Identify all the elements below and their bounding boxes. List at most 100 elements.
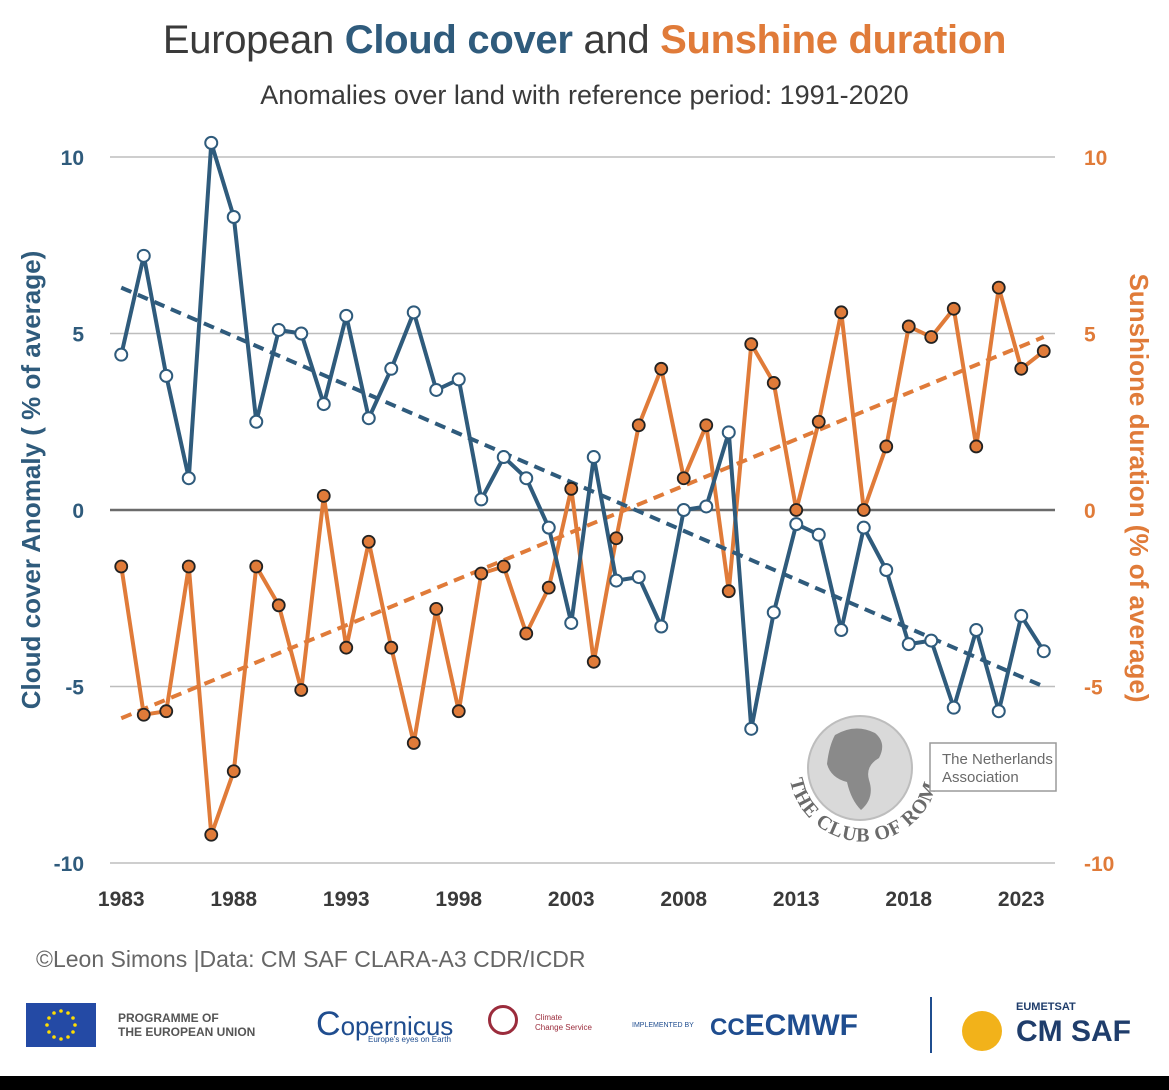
cloud-cover-point	[429, 382, 444, 397]
sunshine-duration-point	[811, 414, 826, 429]
eu-programme-text: PROGRAMME OF THE EUROPEAN UNION	[118, 1011, 256, 1039]
cmsaf-sun-icon	[962, 1011, 1002, 1051]
cloud-cover-trend-line	[120, 285, 1045, 689]
sunshine-duration-point	[924, 330, 939, 344]
bottom-bar	[0, 1076, 1169, 1090]
sunshine-duration-point	[226, 764, 241, 779]
x-tick-label: 2008	[660, 888, 707, 911]
y-tick-label: -10	[54, 853, 84, 876]
sunshine-duration-point	[834, 305, 849, 320]
cloud-cover-point	[856, 520, 871, 535]
sunshine-duration-point	[654, 361, 669, 376]
sunshine-duration-point	[249, 559, 264, 574]
y-tick-label: -5	[65, 677, 84, 700]
sunshine-duration-point	[496, 559, 511, 574]
cloud-cover-point	[316, 397, 331, 412]
y2-tick-label: -10	[1084, 853, 1114, 876]
y-tick-label: 0	[72, 500, 84, 523]
sunshine-duration-point	[699, 418, 714, 433]
x-tick-label: 1988	[210, 888, 257, 911]
x-tick-label: 1983	[98, 888, 145, 911]
sunshine-duration-point	[429, 601, 444, 616]
y2-tick-label: 5	[1084, 324, 1096, 347]
sunshine-duration-point	[271, 598, 286, 613]
sunshine-duration-point	[451, 704, 466, 719]
y2-tick-label: -5	[1084, 677, 1103, 700]
y2-axis-label: Sunshione duration (% of average)	[1124, 273, 1154, 702]
sunshine-duration-point	[474, 566, 489, 581]
sunshine-duration-point	[586, 654, 601, 669]
sunshine-duration-point	[991, 280, 1006, 295]
title-sunshine-duration: Sunshine duration	[660, 18, 1007, 62]
cloud-cover-point	[159, 368, 174, 383]
cloud-cover-point	[901, 637, 916, 652]
cloud-cover-point	[204, 135, 219, 150]
y-axis-label: Cloud cover Anomaly ( % of average)	[16, 251, 46, 709]
cloud-cover-point	[1014, 608, 1029, 623]
series-layer	[114, 135, 1051, 842]
cmsaf-logo: CM SAF	[1016, 1015, 1131, 1048]
title-prefix: European	[162, 18, 345, 62]
cloud-cover-point	[721, 425, 736, 440]
sunshine-duration-point	[181, 559, 196, 574]
sunshine-duration-point	[1014, 361, 1029, 376]
sunshine-duration-point	[339, 640, 354, 655]
sunshine-duration-point	[631, 418, 646, 433]
sunshine-duration-point	[721, 584, 736, 599]
credit-line: ©Leon Simons |Data: CM SAF CLARA-A3 CDR/…	[36, 946, 586, 972]
copernicus-logo: Copernicus	[316, 1005, 454, 1043]
sunshine-duration-point	[114, 559, 129, 574]
sunshine-duration-point	[519, 626, 534, 641]
x-tick-label: 1993	[323, 888, 370, 911]
sunshine-duration-point	[384, 640, 399, 655]
cloud-cover-point	[879, 563, 894, 578]
eumetsat-text: EUMETSAT	[1016, 1001, 1076, 1013]
cloud-cover-point	[271, 322, 286, 337]
sunshine-duration-point	[541, 580, 556, 595]
ecmwf-logo: CCECMWF	[710, 1009, 858, 1042]
netherlands-line2: Association	[942, 769, 1019, 786]
cloud-cover-point	[744, 721, 759, 736]
cloud-cover-point	[991, 704, 1006, 719]
sunshine-duration-point	[204, 827, 219, 842]
cloud-cover-point	[564, 615, 579, 630]
sunshine-duration-trend-line	[120, 335, 1045, 721]
cloud-cover-point	[249, 414, 264, 429]
cloud-cover-point	[1036, 644, 1051, 659]
cloud-cover-point	[384, 361, 399, 376]
cloud-cover-point	[361, 411, 376, 426]
sunshine-duration-point	[744, 337, 759, 351]
cloud-cover-point	[406, 305, 421, 320]
cloud-cover-point	[631, 570, 646, 585]
cloud-cover-point	[699, 499, 714, 514]
sunshine-duration-point	[609, 531, 624, 546]
cloud-cover-point	[339, 308, 354, 323]
chart-title: European Cloud cover and Sunshine durati…	[0, 18, 1169, 63]
x-tick-label: 2018	[885, 888, 932, 911]
netherlands-box	[929, 742, 1057, 792]
cloud-cover-point	[181, 471, 196, 486]
sunshine-duration-point	[766, 376, 781, 390]
logo-strip: PROGRAMME OF THE EUROPEAN UNION Copernicu…	[0, 995, 1169, 1065]
sunshine-duration-point	[159, 704, 174, 719]
cloud-cover-point	[541, 520, 556, 535]
grid-layer: -10 -5 0 5 10 -10 -5 0 5 10 1983 1988 1993 1998 2003 20…	[54, 147, 1115, 911]
copernicus-tagline: Europe's eyes on Earth	[368, 1035, 451, 1044]
cloud-cover-point	[609, 573, 624, 588]
eu-flag-icon	[26, 1003, 96, 1047]
sunshine-duration-point	[316, 488, 331, 503]
cloud-cover-point	[226, 210, 241, 225]
cloud-cover-point	[519, 471, 534, 486]
cloud-cover-point	[834, 623, 849, 638]
cloud-cover-point	[946, 700, 961, 715]
cloud-cover-point	[114, 347, 129, 362]
y2-tick-label: 10	[1084, 147, 1107, 170]
y-tick-label: 5	[72, 324, 84, 347]
globe-continents	[827, 728, 883, 810]
x-tick-label: 2023	[998, 888, 1045, 911]
chart-subtitle: Anomalies over land with reference perio…	[260, 80, 909, 110]
netherlands-line1: The Netherlands	[942, 751, 1053, 768]
x-tick-label: 2003	[548, 888, 595, 911]
